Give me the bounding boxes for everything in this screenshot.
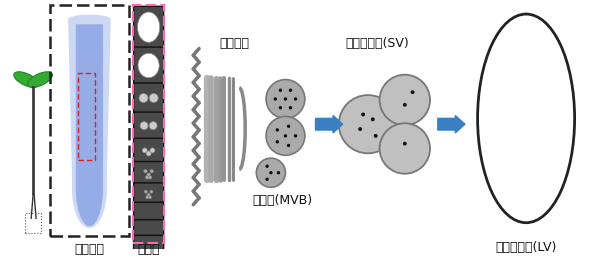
FancyBboxPatch shape [134,83,164,113]
Ellipse shape [266,116,305,155]
Text: 多胞体(MVB): 多胞体(MVB) [253,194,313,207]
Ellipse shape [142,148,147,153]
FancyBboxPatch shape [134,138,164,162]
Ellipse shape [278,106,282,109]
Ellipse shape [147,193,150,196]
Ellipse shape [265,178,269,181]
Ellipse shape [277,171,280,175]
Ellipse shape [410,90,415,94]
Ellipse shape [284,134,287,137]
FancyBboxPatch shape [134,220,164,236]
Ellipse shape [147,173,151,176]
Ellipse shape [294,97,297,101]
Ellipse shape [150,169,154,173]
Ellipse shape [287,125,290,128]
FancyBboxPatch shape [134,6,164,48]
Ellipse shape [275,140,279,143]
Ellipse shape [361,113,365,116]
Ellipse shape [150,190,153,193]
Ellipse shape [278,89,282,92]
Ellipse shape [269,171,272,175]
Ellipse shape [265,164,269,168]
Ellipse shape [403,142,407,145]
Ellipse shape [139,94,148,103]
Ellipse shape [287,144,290,147]
FancyBboxPatch shape [134,112,164,139]
FancyBboxPatch shape [134,235,164,250]
Ellipse shape [289,89,292,92]
Bar [78,73,95,160]
Ellipse shape [478,14,575,223]
PathPatch shape [76,24,103,226]
Ellipse shape [380,123,430,174]
Ellipse shape [371,117,375,121]
Ellipse shape [294,134,297,137]
Ellipse shape [146,151,151,156]
Ellipse shape [138,53,159,78]
Ellipse shape [148,196,152,199]
Text: ゴルジ体: ゴルジ体 [219,37,249,50]
Ellipse shape [137,12,160,42]
Ellipse shape [266,80,305,118]
FancyBboxPatch shape [134,162,164,184]
Ellipse shape [144,190,148,193]
Ellipse shape [149,122,157,130]
FancyArrow shape [438,115,465,133]
Text: 小さい液胞(SV): 小さい液胞(SV) [346,37,410,50]
Ellipse shape [374,134,377,138]
Text: 小胞体: 小胞体 [137,243,160,256]
Text: 大きな液胞(LV): 大きな液胞(LV) [496,241,557,254]
Ellipse shape [274,97,277,101]
Ellipse shape [275,128,279,132]
Ellipse shape [358,127,362,131]
Ellipse shape [144,169,147,173]
Ellipse shape [28,72,52,87]
Ellipse shape [289,106,292,109]
PathPatch shape [68,15,111,228]
Bar [50,5,129,236]
Ellipse shape [140,122,148,130]
Ellipse shape [145,176,149,179]
Ellipse shape [150,148,155,153]
Bar [133,5,164,243]
FancyBboxPatch shape [134,183,164,203]
Ellipse shape [148,176,152,179]
Bar [25,214,41,233]
Text: 根端組織: 根端組織 [74,243,104,256]
Ellipse shape [403,103,407,107]
FancyBboxPatch shape [134,47,164,84]
Ellipse shape [146,196,149,199]
FancyArrow shape [316,115,343,133]
Ellipse shape [284,97,287,101]
Ellipse shape [339,95,397,153]
FancyBboxPatch shape [134,202,164,221]
Ellipse shape [380,75,430,125]
Ellipse shape [256,158,286,187]
Ellipse shape [149,94,158,103]
Ellipse shape [14,72,39,87]
